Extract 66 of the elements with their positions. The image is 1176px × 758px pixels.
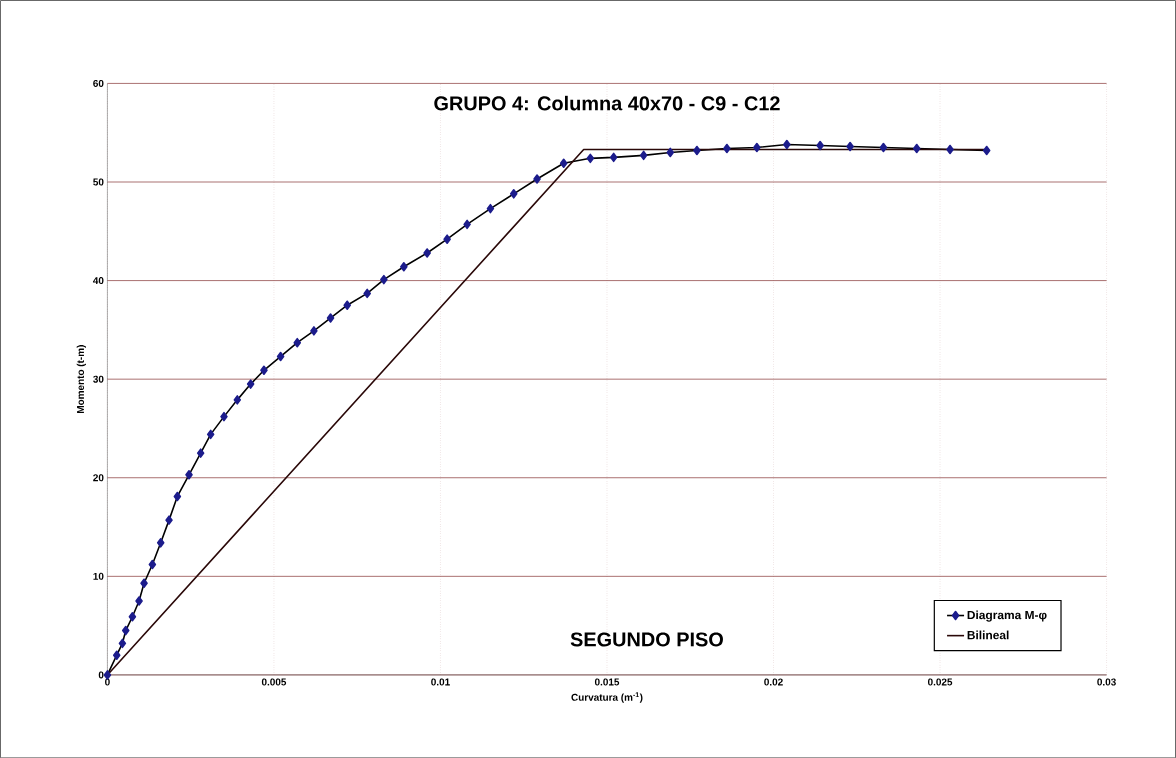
point (246, 379, 255, 389)
point (118, 638, 127, 648)
point (559, 158, 568, 168)
x-tick-label: 0.03 (1097, 678, 1116, 686)
point (206, 429, 215, 439)
x-tick-label: 0.005 (261, 678, 287, 686)
point (343, 300, 351, 310)
point (185, 469, 193, 480)
point (509, 188, 518, 199)
point (586, 153, 595, 163)
y-tick-label: 50 (93, 178, 104, 186)
point (816, 140, 824, 151)
point (276, 351, 285, 362)
point (260, 365, 268, 375)
point (666, 147, 675, 158)
point (326, 313, 335, 323)
point (196, 448, 205, 458)
point (220, 411, 228, 422)
legend-label: Diagrama M-φ (967, 610, 1047, 622)
point (121, 625, 130, 636)
y-tick-label: 0 (98, 671, 104, 679)
point (533, 174, 541, 184)
annotation: SEGUNDO PISO (570, 632, 723, 647)
point (310, 325, 318, 336)
x-tick-label: 0 (105, 678, 110, 686)
legend-label: Bilineal (967, 630, 1009, 640)
point (156, 537, 165, 548)
point (173, 491, 182, 502)
point (463, 219, 471, 229)
point (165, 515, 173, 525)
point (946, 144, 954, 155)
point (233, 394, 242, 405)
point (693, 145, 701, 156)
x-tick-label: 0.015 (594, 678, 620, 686)
point (783, 139, 791, 150)
point (128, 611, 137, 622)
point (140, 578, 148, 588)
x-axis-title: Curvatura (m$^{-1}$) (571, 692, 643, 703)
point (135, 596, 143, 606)
point (112, 650, 121, 660)
y-tick-label: 30 (93, 375, 104, 383)
point (400, 261, 408, 272)
point (380, 274, 388, 285)
y-tick-label: 60 (93, 79, 104, 87)
y-tick-label: 20 (93, 474, 104, 482)
point (879, 142, 888, 153)
chart-title: GRUPO 4: Columna 40x70 - C9 - C12 (434, 95, 780, 111)
y-axis-title: Momento (t-m) (76, 344, 86, 413)
point (293, 337, 302, 348)
point (423, 248, 431, 258)
point (639, 150, 648, 160)
y-tick-label: 10 (93, 572, 104, 580)
x-tick-label: 0.02 (764, 678, 783, 686)
point (609, 152, 618, 162)
x-tick-label: 0.01 (431, 678, 450, 686)
point (912, 143, 921, 154)
point (443, 234, 451, 244)
point (363, 288, 371, 299)
y-tick-label: 40 (92, 276, 104, 284)
point (148, 559, 157, 570)
x-tick-label: 0.025 (927, 678, 953, 686)
point (486, 203, 495, 214)
point (982, 145, 991, 156)
point (753, 142, 761, 153)
point (846, 141, 854, 152)
point (723, 143, 731, 154)
